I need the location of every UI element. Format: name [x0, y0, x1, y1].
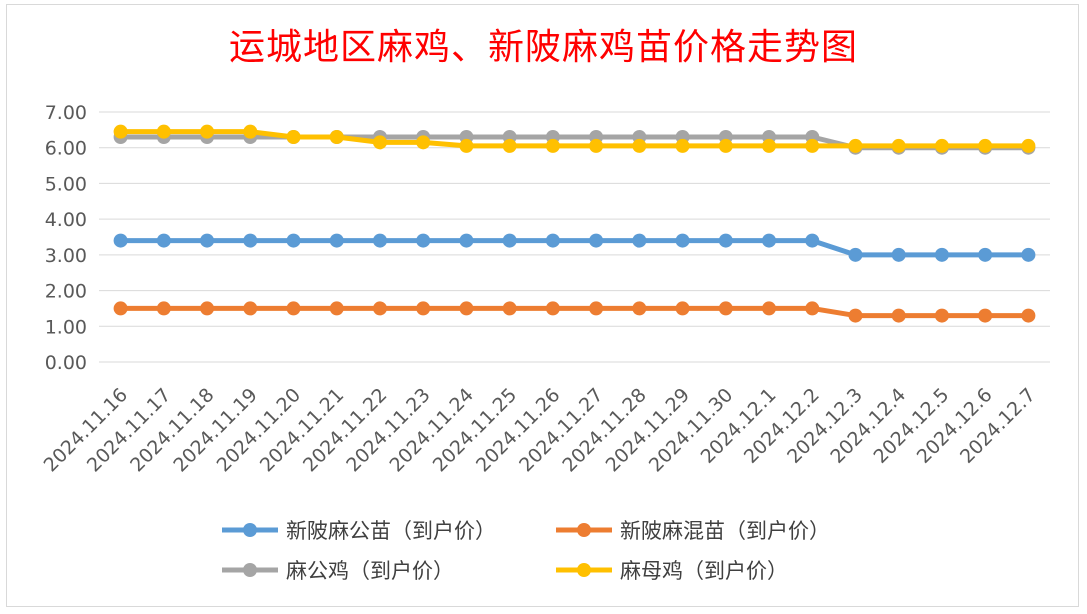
data-point	[372, 301, 387, 316]
data-point	[762, 301, 777, 316]
data-point	[243, 233, 258, 248]
data-point	[200, 301, 215, 316]
data-point	[675, 233, 690, 248]
data-point	[243, 301, 258, 316]
legend-item: 麻公鸡（到户价）	[222, 559, 454, 583]
y-tick-label: 5.00	[45, 173, 87, 195]
data-point	[978, 138, 993, 153]
data-point	[243, 124, 258, 139]
y-tick-label: 1.00	[45, 316, 87, 338]
data-point	[632, 301, 647, 316]
data-point	[113, 301, 128, 316]
series-line	[120, 305, 1029, 319]
data-point	[372, 135, 387, 150]
data-point	[805, 138, 820, 153]
data-point	[632, 138, 647, 153]
data-point	[156, 233, 171, 248]
series-4	[113, 124, 1036, 153]
data-point	[286, 130, 301, 144]
data-point	[1021, 138, 1036, 153]
data-point	[848, 308, 863, 323]
data-point	[891, 138, 906, 153]
legend-label: 麻公鸡（到户价）	[286, 559, 454, 583]
data-point	[934, 247, 949, 262]
data-point	[502, 138, 517, 153]
legend-swatch-marker	[577, 523, 591, 537]
data-point	[934, 138, 949, 153]
series-2	[113, 301, 1036, 323]
legend-item: 新陂麻混苗（到户价）	[556, 519, 830, 543]
data-point	[416, 301, 431, 316]
y-tick-label: 4.00	[45, 209, 87, 231]
data-point	[675, 138, 690, 153]
data-point	[545, 301, 560, 316]
data-point	[632, 233, 647, 248]
data-point	[762, 233, 777, 248]
y-tick-label: 6.00	[45, 138, 87, 160]
data-point	[459, 138, 474, 153]
legend: 新陂麻公苗（到户价） 新陂麻混苗（到户价） 麻公鸡（到户价） 麻母鸡（到户价）	[222, 519, 830, 583]
data-point	[1021, 308, 1036, 323]
legend-label: 麻母鸡（到户价）	[620, 559, 788, 583]
y-tick-label: 0.00	[45, 352, 87, 374]
data-point	[286, 301, 301, 316]
data-point	[545, 233, 560, 248]
data-point	[286, 233, 301, 248]
data-point	[416, 233, 431, 248]
series-line	[120, 129, 1029, 149]
data-point	[718, 233, 733, 248]
legend-label: 新陂麻混苗（到户价）	[620, 519, 830, 543]
legend-label: 新陂麻公苗（到户价）	[286, 519, 496, 543]
legend-item: 新陂麻公苗（到户价）	[222, 519, 496, 543]
data-point	[848, 247, 863, 262]
data-point	[372, 233, 387, 248]
data-point	[329, 130, 344, 144]
series-line	[120, 238, 1029, 258]
data-point	[891, 308, 906, 323]
data-point	[934, 308, 949, 323]
data-point	[589, 138, 604, 153]
legend-item: 麻母鸡（到户价）	[556, 559, 788, 583]
data-point	[502, 233, 517, 248]
data-point	[329, 233, 344, 248]
data-point	[416, 135, 431, 150]
data-point	[200, 233, 215, 248]
legend-swatch-marker	[243, 563, 257, 577]
data-point	[113, 124, 128, 139]
data-point	[718, 138, 733, 153]
y-tick-label: 3.00	[45, 245, 87, 267]
data-point	[675, 301, 690, 316]
data-point	[329, 301, 344, 316]
legend-swatch-marker	[577, 563, 591, 577]
data-point	[156, 301, 171, 316]
data-point	[762, 138, 777, 153]
y-tick-label: 2.00	[45, 281, 87, 303]
data-point	[848, 138, 863, 153]
series-lines	[113, 124, 1036, 323]
data-point	[805, 301, 820, 316]
data-point	[459, 301, 474, 316]
data-point	[589, 301, 604, 316]
data-point	[891, 247, 906, 262]
y-tick-label: 7.00	[45, 102, 87, 124]
data-point	[805, 233, 820, 248]
data-point	[589, 233, 604, 248]
data-point	[200, 124, 215, 139]
data-point	[1021, 247, 1036, 262]
data-point	[545, 138, 560, 153]
data-point	[459, 233, 474, 248]
y-axis-ticks: 0.00 1.00 2.00 3.00 4.00 5.00 6.00 7.00	[45, 102, 87, 374]
series-1	[113, 233, 1036, 262]
data-point	[718, 301, 733, 316]
data-point	[978, 308, 993, 323]
chart-title: 运城地区麻鸡、新陂麻鸡苗价格走势图	[228, 27, 858, 68]
data-point	[156, 124, 171, 139]
data-point	[978, 247, 993, 262]
chart-frame	[6, 4, 1079, 607]
data-point	[113, 233, 128, 248]
legend-swatch-marker	[243, 523, 257, 537]
data-point	[502, 301, 517, 316]
x-axis-ticks: 2024.11.162024.11.172024.11.182024.11.19…	[40, 384, 1040, 476]
